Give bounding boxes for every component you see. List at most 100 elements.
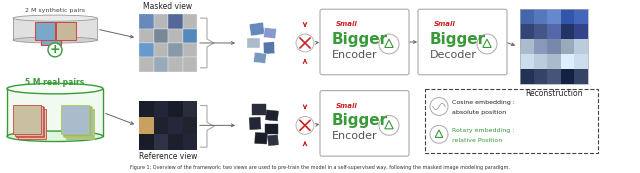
Text: 5 M real pairs: 5 M real pairs xyxy=(26,78,84,87)
Bar xyxy=(264,124,278,134)
Bar xyxy=(575,69,588,84)
Bar xyxy=(154,57,168,72)
Bar xyxy=(534,54,547,69)
Bar xyxy=(520,39,534,54)
Circle shape xyxy=(430,98,448,115)
Text: relative Position: relative Position xyxy=(452,138,502,143)
Bar xyxy=(154,29,168,43)
Bar xyxy=(520,69,534,84)
Bar xyxy=(561,24,575,39)
Text: Bigger: Bigger xyxy=(430,31,486,47)
Polygon shape xyxy=(385,121,393,129)
Bar xyxy=(139,43,154,57)
Bar xyxy=(547,24,561,39)
Bar xyxy=(182,117,197,134)
Circle shape xyxy=(296,34,314,52)
Polygon shape xyxy=(385,39,393,47)
Bar xyxy=(65,109,93,139)
Bar xyxy=(168,14,182,29)
Bar xyxy=(520,54,534,69)
Text: Masked view: Masked view xyxy=(143,2,193,11)
Circle shape xyxy=(477,34,497,54)
Bar xyxy=(168,43,182,57)
Bar xyxy=(547,69,561,84)
Bar xyxy=(575,54,588,69)
Bar xyxy=(139,57,154,72)
Polygon shape xyxy=(483,39,492,47)
Ellipse shape xyxy=(13,15,97,21)
Bar xyxy=(15,106,42,136)
Bar xyxy=(253,52,266,63)
Bar xyxy=(520,9,534,24)
Bar xyxy=(252,104,266,115)
Bar xyxy=(561,54,575,69)
Bar xyxy=(561,39,575,54)
Bar xyxy=(561,69,575,84)
Ellipse shape xyxy=(13,37,97,43)
Bar xyxy=(168,117,182,134)
Bar xyxy=(7,89,103,136)
Bar xyxy=(168,101,182,117)
Text: Small: Small xyxy=(434,21,456,27)
Text: Rotary embedding :: Rotary embedding : xyxy=(452,128,515,133)
Bar xyxy=(154,117,168,134)
Text: Small: Small xyxy=(336,103,358,108)
Bar xyxy=(520,24,534,39)
Bar xyxy=(249,22,265,36)
Bar xyxy=(534,69,547,84)
Circle shape xyxy=(296,116,314,134)
Circle shape xyxy=(430,125,448,143)
FancyBboxPatch shape xyxy=(425,89,598,153)
Bar xyxy=(547,54,561,69)
Text: absolute position: absolute position xyxy=(452,110,506,115)
Text: Decoder: Decoder xyxy=(430,50,477,60)
Bar xyxy=(139,134,154,150)
Bar xyxy=(575,9,588,24)
Bar xyxy=(246,38,259,48)
Bar xyxy=(168,57,182,72)
Text: 2 M synthetic pairs: 2 M synthetic pairs xyxy=(25,8,85,13)
Bar xyxy=(139,29,154,43)
Bar xyxy=(16,107,44,137)
Bar xyxy=(534,39,547,54)
Bar xyxy=(266,110,278,121)
Bar xyxy=(13,104,41,134)
Bar xyxy=(13,18,97,40)
Bar xyxy=(35,22,55,40)
Bar xyxy=(154,101,168,117)
Bar xyxy=(547,9,561,24)
Text: Reconstruction: Reconstruction xyxy=(525,89,583,98)
Bar xyxy=(64,107,92,137)
Text: Bigger: Bigger xyxy=(332,113,388,128)
Bar xyxy=(182,134,197,150)
Bar xyxy=(168,29,182,43)
Bar xyxy=(182,101,197,117)
Ellipse shape xyxy=(7,131,103,142)
Bar xyxy=(534,9,547,24)
Text: Figure 1: Overview of the framework: two views are used to pre-train the model i: Figure 1: Overview of the framework: two… xyxy=(130,165,510,170)
Circle shape xyxy=(48,43,62,57)
Bar xyxy=(561,9,575,24)
Bar xyxy=(249,117,261,130)
Bar xyxy=(139,117,154,134)
Bar xyxy=(255,133,268,144)
Bar xyxy=(520,9,588,84)
Circle shape xyxy=(379,34,399,54)
Bar xyxy=(264,28,276,39)
Bar xyxy=(263,42,275,54)
Bar xyxy=(168,134,182,150)
FancyBboxPatch shape xyxy=(418,9,507,75)
Bar xyxy=(268,135,278,146)
Bar xyxy=(63,106,90,136)
Bar xyxy=(56,22,76,40)
Bar xyxy=(547,39,561,54)
Ellipse shape xyxy=(7,83,103,94)
Bar xyxy=(154,14,168,29)
Bar xyxy=(182,29,197,43)
Bar xyxy=(17,109,45,139)
Text: Encoder: Encoder xyxy=(332,131,378,141)
Circle shape xyxy=(379,115,399,135)
FancyBboxPatch shape xyxy=(320,9,409,75)
Bar xyxy=(182,43,197,57)
Bar xyxy=(139,101,154,117)
